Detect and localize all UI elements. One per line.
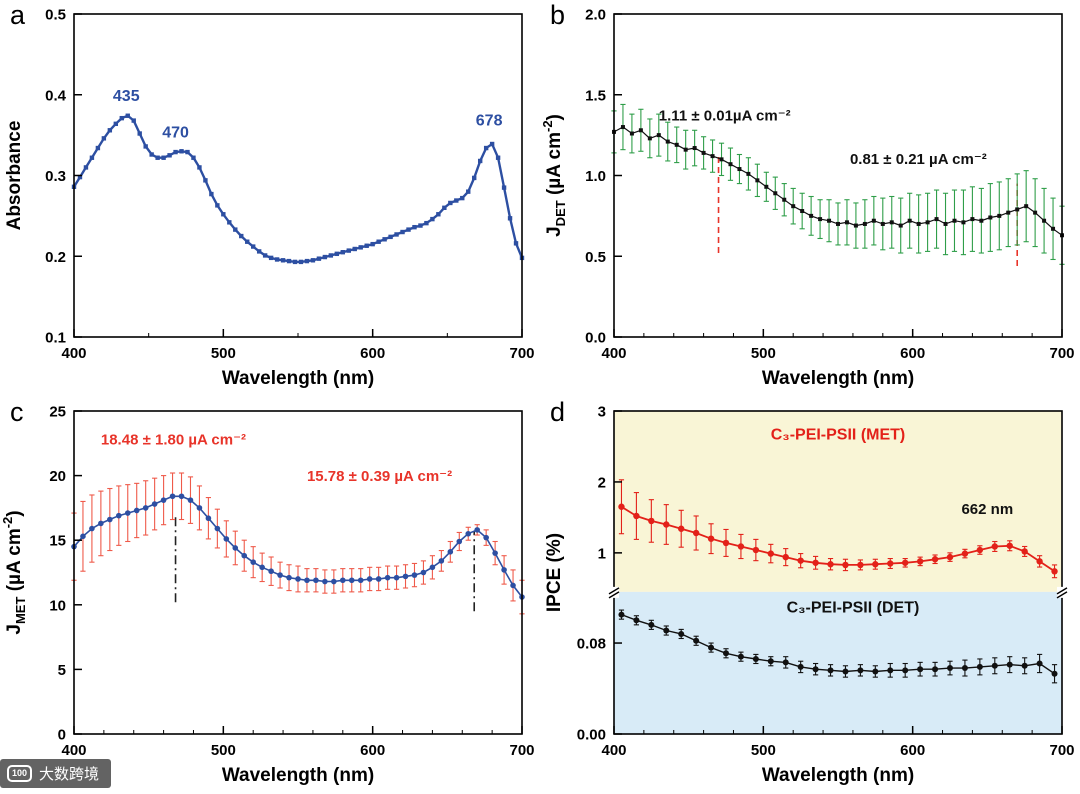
axis-break-mark xyxy=(1057,586,1067,598)
svg-text:0.08: 0.08 xyxy=(577,636,606,653)
panel-label-a: a xyxy=(10,0,26,30)
annotation: 662 nm xyxy=(961,501,1013,518)
svg-text:2: 2 xyxy=(598,474,606,491)
x-axis-ticks: 400 500 600 700 xyxy=(601,329,1075,362)
x-axis-label: Wavelength (nm) xyxy=(762,368,914,389)
panel-b: b 400 500 600 700 0.0 0.5 1.0 1.5 2.0 1.11 ± 0.01… xyxy=(540,0,1080,397)
jmet-chart: 400 500 600 700 0 5 10 15 20 25 18.48 ± 1.80 µA cm… xyxy=(0,404,535,787)
plot-border xyxy=(613,410,1063,735)
svg-text:600: 600 xyxy=(900,742,925,759)
svg-text:15: 15 xyxy=(49,533,66,550)
y-axis-ticks: 0 5 10 15 20 25 xyxy=(49,404,82,744)
x-axis-label: Wavelength (nm) xyxy=(762,765,914,786)
y-axis-ticks: 0.0 0.5 1.0 1.5 2.0 xyxy=(585,7,622,347)
panel-d: d 400 500 600 700 1 2 3 0.00 0.08 C₃-PEI-PSII (ME… xyxy=(540,397,1080,794)
svg-text:400: 400 xyxy=(601,742,626,759)
series-absorbance xyxy=(71,113,525,265)
watermark-logo-icon: 100 xyxy=(7,765,33,782)
svg-text:1.0: 1.0 xyxy=(585,168,606,185)
annotation: 18.48 ± 1.80 µA cm⁻² xyxy=(101,432,246,449)
y-axis-label: JMET (µA cm-2) xyxy=(0,510,28,634)
y-axis-ticks: 1 2 3 0.00 0.08 xyxy=(577,404,622,744)
panel-label-c: c xyxy=(10,397,24,427)
svg-text:0.5: 0.5 xyxy=(45,7,66,24)
series-jdet xyxy=(611,103,1065,265)
svg-text:500: 500 xyxy=(751,345,776,362)
annotation: 1.11 ± 0.01µA cm⁻² xyxy=(659,108,791,125)
error-bars xyxy=(611,103,1065,265)
annotation: 435 xyxy=(113,88,140,105)
svg-text:0.4: 0.4 xyxy=(45,87,67,104)
svg-text:700: 700 xyxy=(1049,345,1074,362)
series-jmet xyxy=(71,472,525,615)
jdet-chart: 400 500 600 700 0.0 0.5 1.0 1.5 2.0 1.11 ± 0.01µA… xyxy=(540,7,1075,390)
svg-text:25: 25 xyxy=(49,404,66,421)
series-ipce-det xyxy=(618,609,1058,684)
watermark: 100 大数跨境 xyxy=(0,759,112,788)
x-axis-label: Wavelength (nm) xyxy=(222,765,374,786)
svg-text:600: 600 xyxy=(360,742,385,759)
svg-text:400: 400 xyxy=(61,742,86,759)
svg-text:10: 10 xyxy=(49,597,66,614)
annotation: C₃-PEI-PSII (DET) xyxy=(787,599,920,616)
axis-break-mark xyxy=(609,586,619,598)
svg-text:0.0: 0.0 xyxy=(585,330,606,347)
region-background xyxy=(614,591,1062,734)
svg-text:400: 400 xyxy=(601,345,626,362)
plot-border xyxy=(613,13,1063,338)
svg-text:2.0: 2.0 xyxy=(585,7,606,24)
y-axis-ticks: 0.1 0.2 0.3 0.4 0.5 xyxy=(45,7,82,347)
y-axis-label: Absorbance xyxy=(4,121,25,231)
panel-label-d: d xyxy=(550,397,566,427)
x-axis-ticks: 400 500 600 700 xyxy=(61,329,535,362)
x-axis-label: Wavelength (nm) xyxy=(222,368,374,389)
watermark-text: 大数跨境 xyxy=(39,766,100,783)
svg-text:700: 700 xyxy=(1049,742,1074,759)
absorbance-chart: 400 500 600 700 0.1 0.2 0.3 0.4 0.5 435 470 678 Wave… xyxy=(4,7,535,390)
svg-text:0.00: 0.00 xyxy=(577,727,606,744)
svg-text:0.3: 0.3 xyxy=(45,168,66,185)
svg-text:0.1: 0.1 xyxy=(45,330,66,347)
series-ipce-met xyxy=(618,479,1058,579)
svg-text:500: 500 xyxy=(751,742,776,759)
region-background xyxy=(614,411,1062,592)
panel-c: c 400 500 600 700 0 5 10 15 20 25 18.48 ± 1.80 µA … xyxy=(0,397,540,794)
svg-text:0.5: 0.5 xyxy=(585,249,606,266)
annotation: 15.78 ± 0.39 µA cm⁻² xyxy=(307,468,452,485)
svg-text:5: 5 xyxy=(58,662,66,679)
y-axis-label: IPCE (%) xyxy=(544,533,565,612)
svg-text:400: 400 xyxy=(61,345,86,362)
svg-text:700: 700 xyxy=(509,742,534,759)
svg-text:500: 500 xyxy=(211,742,236,759)
annotation: 0.81 ± 0.21 µA cm⁻² xyxy=(850,151,987,168)
ipce-chart: 400 500 600 700 1 2 3 0.00 0.08 C₃-PEI-PSII (MET)… xyxy=(544,404,1075,787)
svg-text:700: 700 xyxy=(509,345,534,362)
svg-text:600: 600 xyxy=(360,345,385,362)
panel-label-b: b xyxy=(550,0,566,30)
svg-text:3: 3 xyxy=(598,404,606,421)
svg-text:600: 600 xyxy=(900,345,925,362)
x-axis-ticks: 400 500 600 700 xyxy=(61,726,535,759)
svg-text:20: 20 xyxy=(49,468,66,485)
svg-text:0: 0 xyxy=(58,727,66,744)
panel-a: a 400 500 600 700 0.1 0.2 0.3 0.4 0.5 435 470 678 Wa… xyxy=(0,0,540,397)
svg-text:0.2: 0.2 xyxy=(45,249,66,266)
annotation: 470 xyxy=(162,125,189,142)
plot-border xyxy=(73,13,523,338)
annotation: C₃-PEI-PSII (MET) xyxy=(771,426,906,443)
annotation: 678 xyxy=(476,112,503,129)
svg-text:500: 500 xyxy=(211,345,236,362)
svg-text:1.5: 1.5 xyxy=(585,87,606,104)
plot-border xyxy=(73,410,523,735)
svg-text:1: 1 xyxy=(598,545,606,562)
x-axis-ticks: 400 500 600 700 xyxy=(601,726,1075,759)
y-axis-label: JDET (µA cm-2) xyxy=(540,114,568,237)
